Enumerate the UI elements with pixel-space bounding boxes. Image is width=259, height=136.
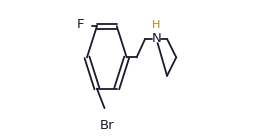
Text: F: F xyxy=(77,18,84,31)
Text: N: N xyxy=(152,33,161,45)
Text: H: H xyxy=(152,20,161,30)
Text: Br: Br xyxy=(99,119,114,132)
